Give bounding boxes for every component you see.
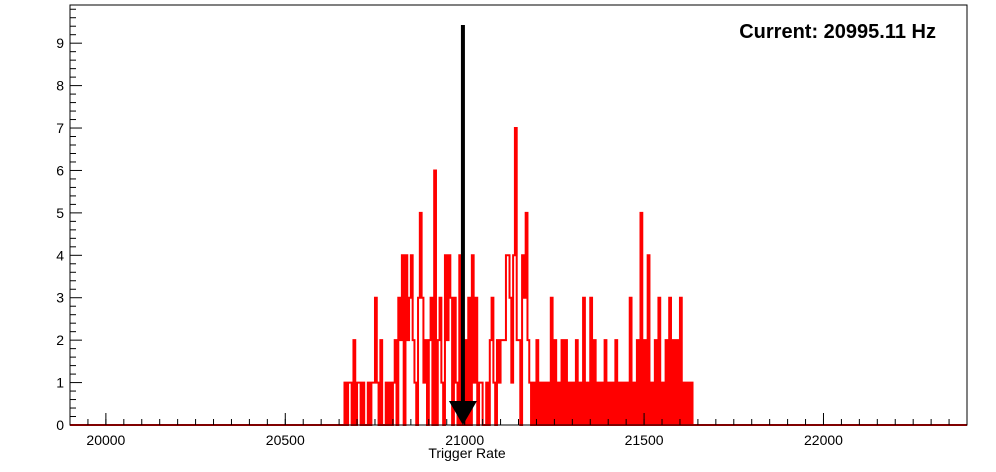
x-axis-title: Trigger Rate <box>428 445 506 461</box>
y-tick-label: 6 <box>56 162 64 178</box>
y-tick-label: 7 <box>56 120 64 136</box>
current-rate-arrow <box>448 25 477 425</box>
x-axis: 20000 20500 21000 21500 22000 <box>69 413 968 448</box>
y-tick-label: 9 <box>56 35 64 51</box>
y-tick-label: 4 <box>56 247 64 263</box>
y-tick-label: 5 <box>56 205 64 221</box>
x-tick-label: 21500 <box>625 432 664 448</box>
x-tick-label: 22000 <box>804 432 843 448</box>
y-tick-label: 1 <box>56 375 64 391</box>
y-axis: 0 1 2 3 4 5 6 7 8 9 <box>56 8 82 433</box>
y-tick-label: 0 <box>56 417 64 433</box>
y-tick-label: 8 <box>56 78 64 94</box>
x-tick-label: 20000 <box>86 432 125 448</box>
y-tick-label: 2 <box>56 332 64 348</box>
current-rate-label: Current: 20995.11 Hz <box>739 21 936 43</box>
x-tick-label: 20500 <box>266 432 305 448</box>
x-tick-label: 21000 <box>445 432 484 448</box>
arrow-head <box>448 401 477 425</box>
y-tick-label: 3 <box>56 290 64 306</box>
